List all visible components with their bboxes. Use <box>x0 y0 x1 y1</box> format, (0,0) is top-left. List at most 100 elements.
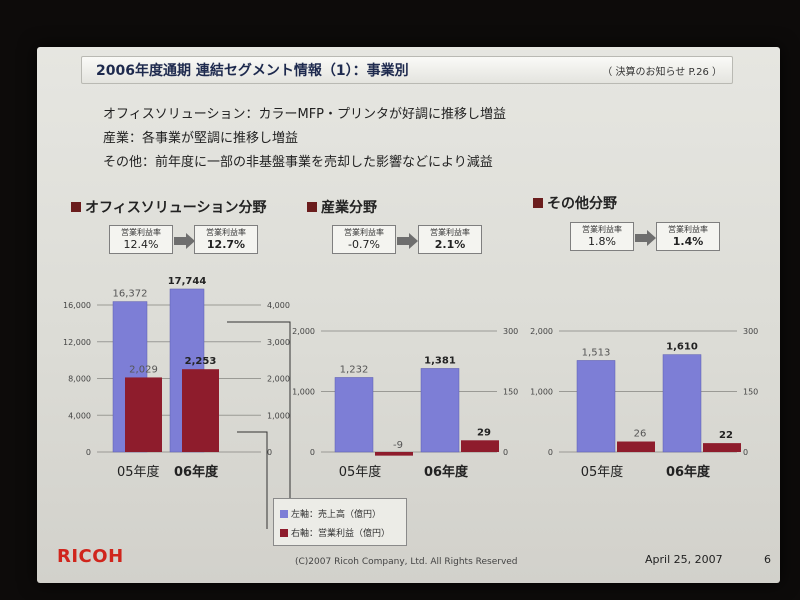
category-label: 05年度 <box>117 464 160 480</box>
margin-label: 営業利益率 <box>430 228 470 237</box>
sales-value-label: 1,513 <box>582 347 611 358</box>
legend-item-profit: 右軸：営業利益（億円） <box>280 526 390 539</box>
category-label: 06年度 <box>424 464 469 480</box>
sales-value-label: 16,372 <box>113 289 148 300</box>
left-axis-tick-label: 12,000 <box>63 338 91 347</box>
margin-box-industry-06: 営業利益率 2.1% <box>418 225 482 254</box>
left-axis-tick-label: 0 <box>86 448 91 457</box>
profit-value-label: 2,029 <box>129 364 158 375</box>
right-axis-tick-label: 3,000 <box>267 338 290 347</box>
segment-charts: 04,0008,00012,00016,00001,0002,0003,0004… <box>63 276 758 529</box>
page-number: 6 <box>764 553 771 566</box>
margin-value: 1.4% <box>672 235 704 248</box>
section-title-industry-label: 産業分野 <box>321 200 377 216</box>
chart-legend: 左軸：売上高（億円） 右軸：営業利益（億円） <box>273 498 407 546</box>
left-axis-tick-label: 1,000 <box>530 388 553 397</box>
left-axis-tick-label: 8,000 <box>68 375 91 384</box>
legend-connector-sales <box>227 321 291 510</box>
section-marker-icon <box>71 202 81 212</box>
right-axis-tick-label: 2,000 <box>267 375 290 384</box>
profit-value-label: -9 <box>393 440 403 451</box>
margin-value: 1.8% <box>588 235 616 248</box>
section-title-other: その他分野 <box>533 193 617 213</box>
margin-box-industry-05: 営業利益率 -0.7% <box>332 225 396 254</box>
section-marker-icon <box>533 198 543 208</box>
category-label: 06年度 <box>174 464 219 480</box>
margin-value: 12.4% <box>123 238 159 251</box>
profit-bar <box>461 440 499 452</box>
slide-title: 2006年度通期 連結セグメント情報（1）：事業別 <box>96 63 409 79</box>
margin-value: 12.7% <box>206 238 246 251</box>
left-axis-tick-label: 2,000 <box>292 327 315 336</box>
presentation-slide: 2006年度通期 連結セグメント情報（1）：事業別 （ 決算のお知らせ P.26… <box>37 47 780 583</box>
section-title-other-label: その他分野 <box>547 196 617 212</box>
margin-label: 営業利益率 <box>206 228 246 237</box>
right-axis-tick-label: 300 <box>743 327 758 336</box>
profit-value-label: 29 <box>477 427 491 438</box>
profit-value-label: 26 <box>634 429 647 440</box>
legend-swatch-profit <box>280 529 288 537</box>
legend-connector-profit <box>237 431 268 529</box>
right-axis-tick-label: 150 <box>743 388 758 397</box>
profit-bar <box>703 443 741 452</box>
margin-value: -0.7% <box>348 238 380 251</box>
legend-label-sales: 左軸：売上高（億円） <box>291 510 382 520</box>
legend-swatch-sales <box>280 510 288 518</box>
legend-label-profit: 右軸：営業利益（億円） <box>291 529 391 539</box>
sales-bar <box>662 354 702 453</box>
section-marker-icon <box>307 202 317 212</box>
right-axis-tick-label: 4,000 <box>267 301 290 310</box>
left-axis-tick-label: 4,000 <box>68 411 91 420</box>
right-axis-tick-label: 1,000 <box>267 411 290 420</box>
profit-bar <box>617 441 655 452</box>
margin-value: 2.1% <box>434 238 466 251</box>
bullet-office: オフィスソリューション：カラーMFP・プリンタが好調に推移し増益 <box>103 107 507 122</box>
profit-bar <box>125 377 162 452</box>
arrow-right-icon <box>174 233 195 249</box>
legend-item-sales: 左軸：売上高（億円） <box>280 507 381 520</box>
left-axis-tick-label: 0 <box>310 448 315 457</box>
left-axis-tick-label: 0 <box>548 448 553 457</box>
left-axis-tick-label: 2,000 <box>530 327 553 336</box>
right-axis-tick-label: 0 <box>743 448 748 457</box>
margin-box-other-06: 営業利益率 1.4% <box>656 222 720 251</box>
category-label: 06年度 <box>666 464 711 480</box>
slide-date: April 25, 2007 <box>645 553 723 566</box>
profit-value-label: 2,253 <box>185 356 217 367</box>
sales-value-label: 1,381 <box>424 355 456 366</box>
sales-bar <box>334 377 374 453</box>
sales-bar <box>420 368 460 453</box>
bullet-other: その他：前年度に一部の非基盤事業を売却した影響などにより減益 <box>103 155 493 170</box>
right-axis-tick-label: 0 <box>503 448 508 457</box>
margin-label: 営業利益率 <box>344 228 384 237</box>
left-axis-tick-label: 1,000 <box>292 388 315 397</box>
section-title-industry: 産業分野 <box>307 197 377 217</box>
category-label: 05年度 <box>581 464 624 480</box>
sales-value-label: 1,232 <box>340 364 369 375</box>
sales-value-label: 1,610 <box>666 342 698 353</box>
copyright-text: (C)2007 Ricoh Company, Ltd. All Rights R… <box>295 557 518 567</box>
margin-box-other-05: 営業利益率 1.8% <box>570 222 634 251</box>
source-note: （ 決算のお知らせ P.26 ） <box>602 67 722 78</box>
profit-bar <box>375 452 413 456</box>
title-bar: 2006年度通期 連結セグメント情報（1）：事業別 （ 決算のお知らせ P.26… <box>81 56 733 84</box>
margin-box-office-05: 営業利益率 12.4% <box>109 225 173 254</box>
sales-bar <box>576 360 616 453</box>
section-title-office-label: オフィスソリューション分野 <box>85 200 267 216</box>
right-axis-tick-label: 300 <box>503 327 518 336</box>
bullet-industry: 産業：各事業が堅調に推移し増益 <box>103 131 299 146</box>
category-label: 05年度 <box>339 464 382 480</box>
section-title-office: オフィスソリューション分野 <box>71 197 266 217</box>
right-axis-tick-label: 150 <box>503 388 518 397</box>
margin-box-office-06: 営業利益率 12.7% <box>194 225 258 254</box>
margin-label: 営業利益率 <box>121 228 161 237</box>
margin-label: 営業利益率 <box>582 225 622 234</box>
left-axis-tick-label: 16,000 <box>63 301 91 310</box>
margin-label: 営業利益率 <box>668 225 708 234</box>
ricoh-logo: RICOH <box>57 546 124 567</box>
sales-value-label: 17,744 <box>168 276 207 287</box>
profit-value-label: 22 <box>719 430 733 441</box>
arrow-right-icon <box>635 230 656 246</box>
right-axis-tick-label: 0 <box>267 448 272 457</box>
arrow-right-icon <box>397 233 418 249</box>
